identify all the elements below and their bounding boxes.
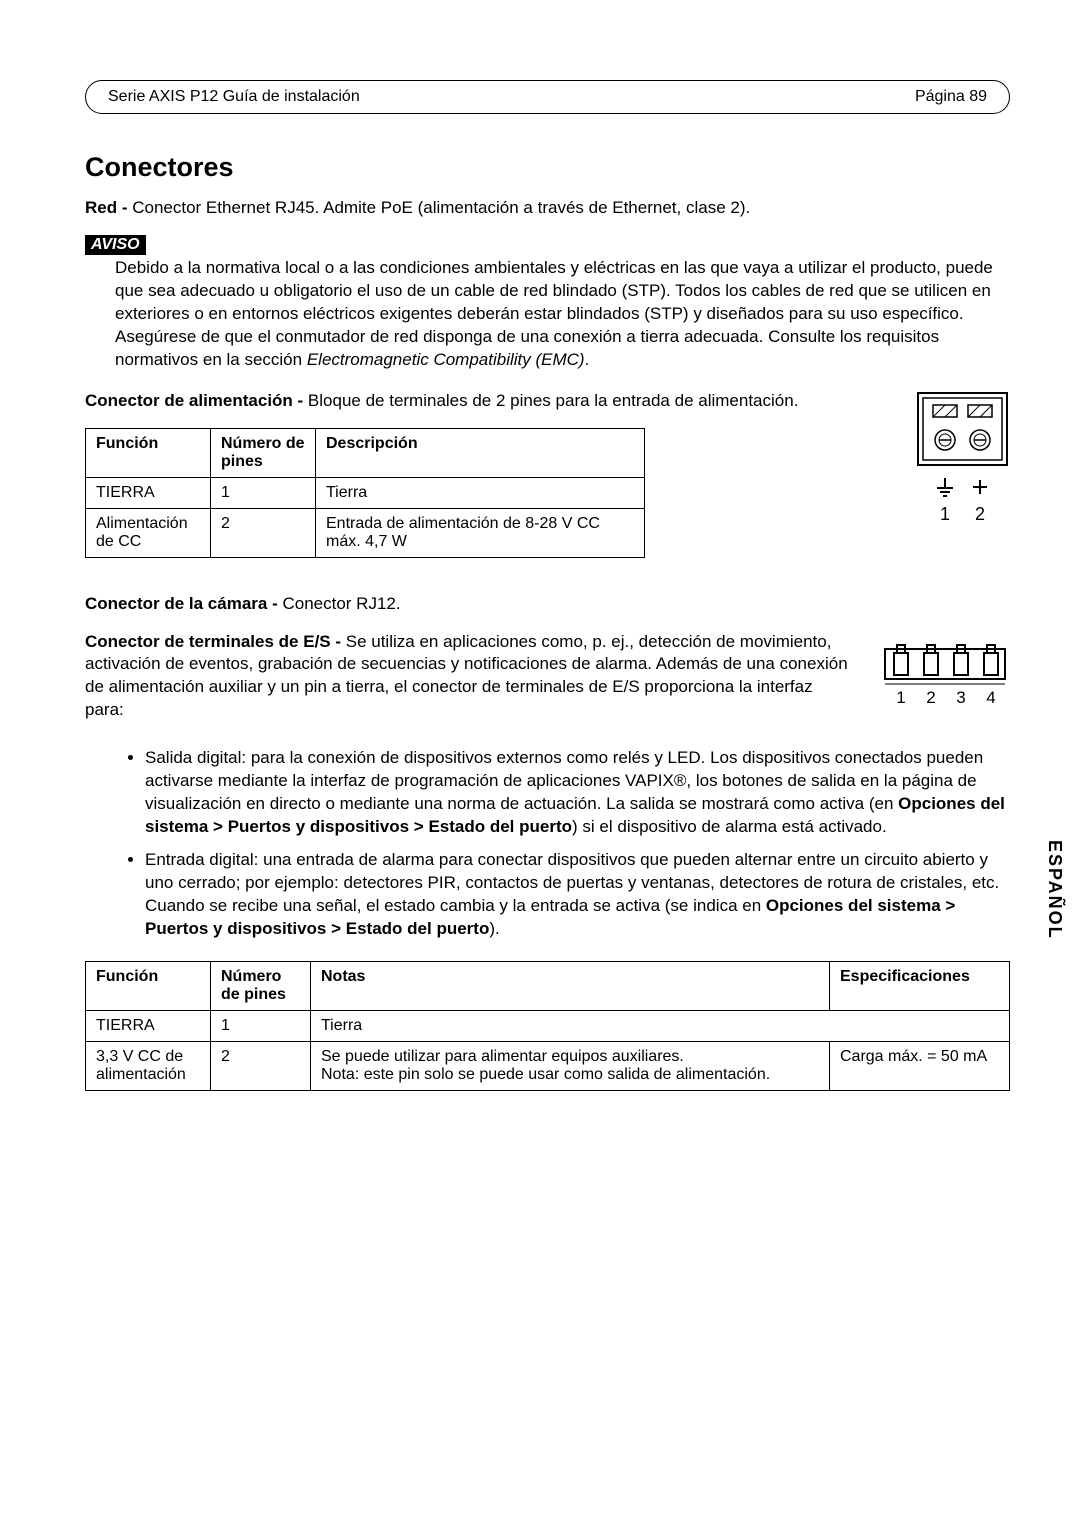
th-funcion: Función xyxy=(86,428,211,477)
table-row: TIERRA 1 Tierra xyxy=(86,477,645,508)
aviso-badge: AVISO xyxy=(85,235,146,255)
svg-text:3: 3 xyxy=(956,688,965,707)
list-item: Entrada digital: una entrada de alarma p… xyxy=(145,849,1010,941)
aviso-block: AVISO Debido a la normativa local o a la… xyxy=(85,235,1010,372)
list-item: Salida digital: para la conexión de disp… xyxy=(145,747,1010,839)
red-label: Red - xyxy=(85,198,128,217)
language-tab: ESPAÑOL xyxy=(1044,840,1065,940)
camera-label: Conector de la cámara - xyxy=(85,594,278,613)
table-row: 3,3 V CC de alimentación 2 Se puede util… xyxy=(86,1041,1010,1090)
th-funcion: Función xyxy=(86,961,211,1010)
io-table: Función Número de pines Notas Especifica… xyxy=(85,961,1010,1091)
power-text: Bloque de terminales de 2 pines para la … xyxy=(303,391,798,410)
power-connector-diagram: 1 2 xyxy=(915,390,1010,540)
th-notas: Notas xyxy=(311,961,830,1010)
th-pines: Número de pines xyxy=(211,961,311,1010)
camera-text: Conector RJ12. xyxy=(278,594,401,613)
red-section: Red - Conector Ethernet RJ45. Admite PoE… xyxy=(85,197,1010,220)
svg-text:4: 4 xyxy=(986,688,995,707)
io-connector-diagram: 1 2 3 4 xyxy=(880,631,1010,738)
page-title: Conectores xyxy=(85,152,1010,183)
th-desc: Descripción xyxy=(316,428,645,477)
io-label: Conector de terminales de E/S - xyxy=(85,632,341,651)
header-page: Página 89 xyxy=(915,88,987,106)
table-row: TIERRA 1 Tierra xyxy=(86,1010,1010,1041)
svg-text:1: 1 xyxy=(896,688,905,707)
io-bullet-list: Salida digital: para la conexión de disp… xyxy=(115,747,1010,941)
power-section: Conector de alimentación - Bloque de ter… xyxy=(85,390,875,413)
camera-section: Conector de la cámara - Conector RJ12. xyxy=(85,593,1010,616)
th-espec: Especificaciones xyxy=(830,961,1010,1010)
page-header: Serie AXIS P12 Guía de instalación Págin… xyxy=(85,80,1010,114)
red-text: Conector Ethernet RJ45. Admite PoE (alim… xyxy=(128,198,751,217)
aviso-text: Debido a la normativa local o a las cond… xyxy=(115,257,1010,372)
svg-text:2: 2 xyxy=(975,504,985,524)
power-label: Conector de alimentación - xyxy=(85,391,303,410)
svg-text:1: 1 xyxy=(940,504,950,524)
header-title: Serie AXIS P12 Guía de instalación xyxy=(108,88,360,106)
io-section: Conector de terminales de E/S - Se utili… xyxy=(85,631,850,723)
table-row: Alimentación de CC 2 Entrada de alimenta… xyxy=(86,508,645,557)
th-pines: Número de pines xyxy=(211,428,316,477)
power-table: Función Número de pines Descripción TIER… xyxy=(85,428,645,558)
svg-text:2: 2 xyxy=(926,688,935,707)
